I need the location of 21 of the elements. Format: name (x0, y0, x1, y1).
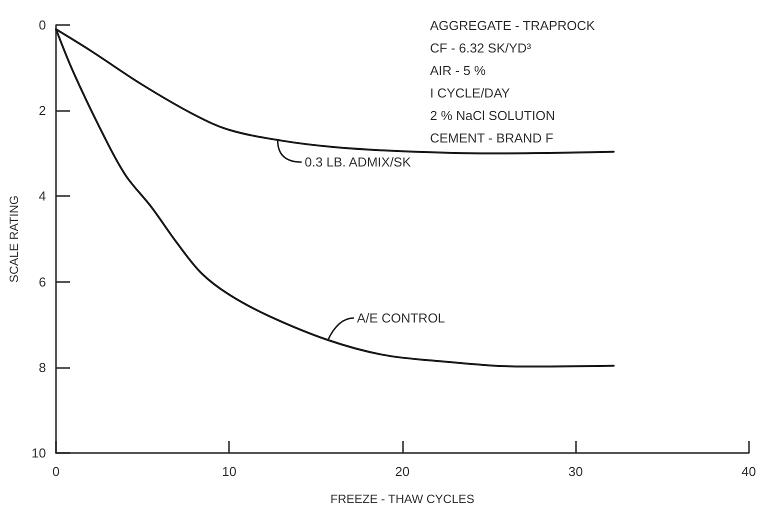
x-tick-label: 40 (742, 464, 756, 479)
annotation: AGGREGATE - TRAPROCK (430, 18, 596, 33)
y-tick-label: 6 (38, 274, 46, 290)
y-tick-label: 4 (38, 188, 46, 204)
annotation: CEMENT - BRAND F (430, 130, 554, 146)
x-axis-title: FREEZE - THAW CYCLES (330, 492, 474, 506)
x-tick-label: 10 (222, 464, 236, 479)
y-tick-label: 2 (38, 103, 46, 118)
y-tick-label: 10 (32, 446, 46, 460)
x-tick-label: 20 (395, 464, 410, 479)
y-axis-title: SCALE RATING (7, 195, 21, 283)
annotation: CF - 6.32 SK/YD³ (430, 40, 532, 56)
y-tick-label: 0 (38, 18, 46, 32)
annotation: A/E CONTROL (356, 310, 446, 326)
annotation: 2 % NaCl SOLUTION (430, 108, 555, 123)
annotation: 0.3 LB. ADMIX/SK (304, 154, 412, 170)
x-tick-label: 30 (568, 464, 583, 479)
annotation: I CYCLE/DAY (430, 85, 510, 100)
y-tick-label: 8 (38, 360, 46, 375)
x-tick-label: 0 (52, 464, 60, 479)
annotation: AIR - 5 % (430, 62, 486, 78)
